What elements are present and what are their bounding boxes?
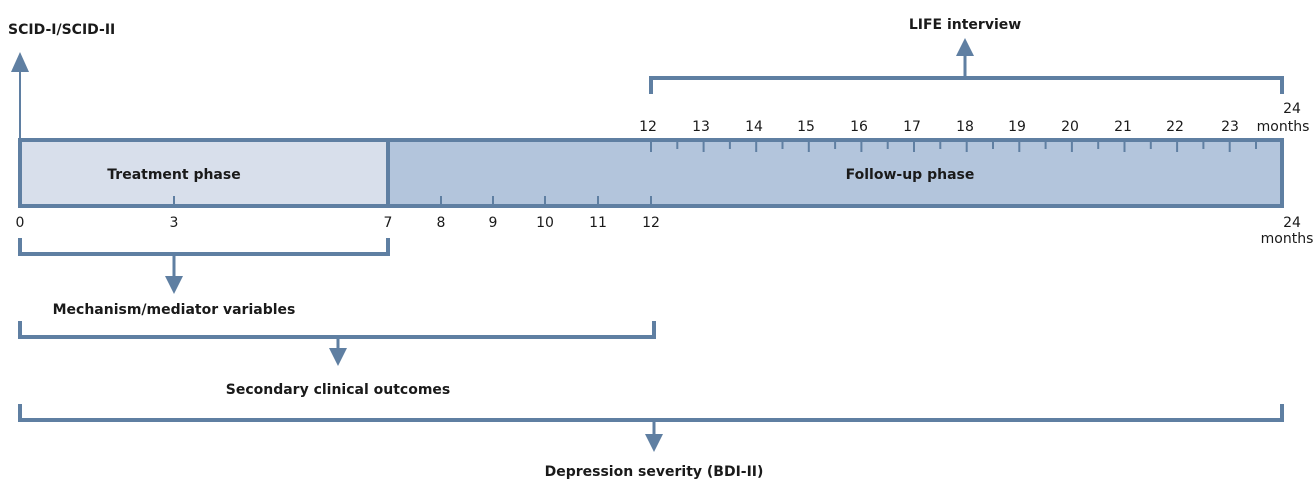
secondary-arrow-head [329,348,347,366]
bottom-axis-end-unit: months [1261,231,1314,247]
bottom-tick-label-10: 10 [536,215,554,231]
mechanism-arrow-head [165,276,183,294]
top-tick-label-22: 22 [1166,119,1184,135]
top-tick-label-20: 20 [1061,119,1079,135]
depression-label: Depression severity (BDI-II) [545,464,764,480]
top-axis-ticks [650,142,1257,152]
depression-arrow-head [645,434,663,452]
mechanism-label: Mechanism/mediator variables [53,302,296,318]
top-axis-end-unit: months [1257,119,1310,135]
top-axis-labels: 12 13 14 15 16 17 18 19 20 21 22 23 24 m… [639,101,1309,135]
life-label: LIFE interview [909,17,1021,33]
top-tick-label-19: 19 [1008,119,1026,135]
bottom-axis-ticks [173,196,652,204]
followup-phase-bar [386,138,1284,208]
top-tick-label-21: 21 [1114,119,1132,135]
life-arrow-head [956,38,974,56]
top-tick-label-17: 17 [903,119,921,135]
top-tick-label-15: 15 [797,119,815,135]
top-tick-label-13: 13 [692,119,710,135]
scid-label: SCID-I/SCID-II [8,22,115,38]
top-tick-label-18: 18 [956,119,974,135]
followup-phase-label: Follow-up phase [846,167,975,183]
bottom-axis-labels: 0 3 7 8 9 10 11 12 24 months [16,215,1314,247]
bottom-tick-label-7: 7 [384,215,393,231]
bottom-tick-label-8: 8 [437,215,446,231]
top-tick-label-23: 23 [1221,119,1239,135]
treatment-phase-label: Treatment phase [107,167,240,183]
bottom-tick-label-0: 0 [16,215,25,231]
secondary-bracket [18,321,656,339]
bottom-tick-label-12: 12 [642,215,660,231]
scid-arrow-head [11,52,29,72]
top-tick-label-12: 12 [639,119,657,135]
bottom-axis-end-value: 24 [1283,215,1301,231]
life-bracket [649,76,1284,94]
top-tick-label-14: 14 [745,119,763,135]
secondary-label: Secondary clinical outcomes [226,382,451,398]
bottom-tick-label-9: 9 [489,215,498,231]
bottom-tick-label-11: 11 [589,215,607,231]
mechanism-bracket [18,238,390,256]
top-tick-label-16: 16 [850,119,868,135]
top-axis-end-value: 24 [1283,101,1301,117]
bottom-tick-label-3: 3 [170,215,179,231]
depression-bracket [18,404,1284,422]
